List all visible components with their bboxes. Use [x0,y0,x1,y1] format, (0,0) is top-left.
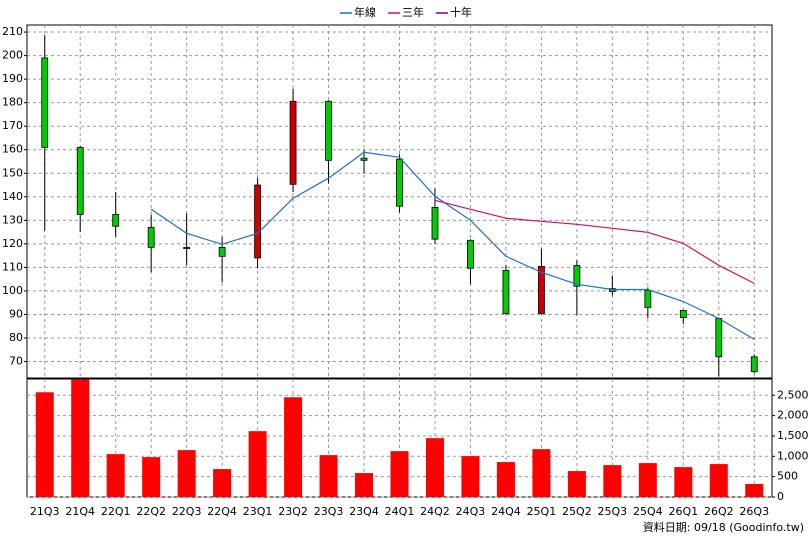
candle-body [325,100,332,161]
x-tick-label: 24Q2 [420,505,450,518]
volume-bar [177,450,196,497]
y-tick-label: 170 [2,119,23,132]
line-series [150,151,755,340]
volume-bar [674,467,693,497]
candle-body [750,356,758,373]
volume-bar [709,464,728,497]
x-tick-label: 23Q4 [349,505,379,518]
candle-body [573,265,581,287]
candle-body [76,146,84,215]
volume-bar [319,455,338,497]
candle-body [41,57,49,148]
x-tick-label: 22Q2 [136,505,166,518]
x-tick-label: 21Q4 [65,505,95,518]
candle-body [502,270,510,314]
x-tick-label: 23Q2 [278,505,308,518]
candle-body [183,246,191,249]
x-tick-label: 24Q1 [385,505,415,518]
candle-body [396,158,403,207]
legend-label: 十年 [450,5,472,19]
y2-tick-label: 1,500 [777,429,808,442]
candle-body [289,100,297,185]
volume-bar [390,451,409,497]
y-tick-label: 110 [2,260,23,273]
y-tick-label: 120 [2,237,23,250]
x-tick-label: 26Q1 [668,505,698,518]
volume-bar [248,431,267,497]
candle-body [254,184,261,259]
volume-bar [142,457,161,497]
volume-bar [603,465,622,497]
volume-bar [567,471,586,497]
candle-body [715,318,723,358]
x-tick-label: 25Q4 [633,505,663,518]
y-tick-label: 150 [2,166,23,179]
y2-tick-label: 1,000 [777,449,808,462]
legend-label: 三年 [402,5,424,19]
volume-bar [71,379,90,497]
line-series [434,199,755,284]
x-tick-label: 26Q3 [739,505,769,518]
x-tick-label: 23Q1 [243,505,273,518]
y2-tick-label: 2,000 [777,409,808,422]
volume-bar [106,454,125,497]
y-tick-label: 200 [2,49,23,62]
x-tick-label: 24Q4 [491,505,521,518]
volume-bar [355,473,374,497]
volume-bar [213,469,232,497]
x-tick-label: 23Q3 [314,505,344,518]
candle-body [538,266,545,314]
footer-note: 資料日期: 09/18 (Goodinfo.tw) [643,520,804,534]
candle-body [147,226,155,248]
x-tick-label: 24Q3 [456,505,486,518]
y-tick-label: 190 [2,72,23,85]
candle-body [360,157,368,161]
y-tick-label: 140 [2,190,23,203]
y-tick-label: 90 [9,307,23,320]
x-tick-label: 25Q3 [598,505,628,518]
volume-bar [496,462,515,497]
candle-body [679,310,687,318]
y2-tick-label: 0 [777,490,784,503]
volume-bar [638,463,657,497]
y-tick-label: 100 [2,284,23,297]
y2-tick-label: 2,500 [777,388,808,401]
candle-body [218,246,226,257]
x-tick-label: 22Q1 [101,505,131,518]
candle-body [431,206,439,240]
y2-tick-label: 500 [777,470,798,483]
legend-label: 年線 [354,5,376,19]
volume-bar [35,392,54,497]
volume-bar [532,449,551,497]
volume-bar [461,456,480,497]
volume-bar [284,397,303,497]
volume-bar [745,484,764,497]
candle-body [644,290,652,308]
y-tick-label: 160 [2,143,23,156]
x-tick-label: 22Q3 [172,505,202,518]
y-tick-label: 210 [2,25,23,38]
candle-body [112,214,120,227]
y-tick-label: 80 [9,331,23,344]
x-tick-label: 26Q2 [704,505,734,518]
volume-bar [425,438,444,497]
y-tick-label: 70 [9,355,23,368]
x-tick-label: 22Q4 [207,505,237,518]
candle-body [467,239,474,269]
x-tick-label: 25Q1 [527,505,557,518]
x-tick-label: 25Q2 [562,505,592,518]
y-tick-label: 180 [2,96,23,109]
y-tick-label: 130 [2,213,23,226]
x-tick-label: 21Q3 [30,505,60,518]
